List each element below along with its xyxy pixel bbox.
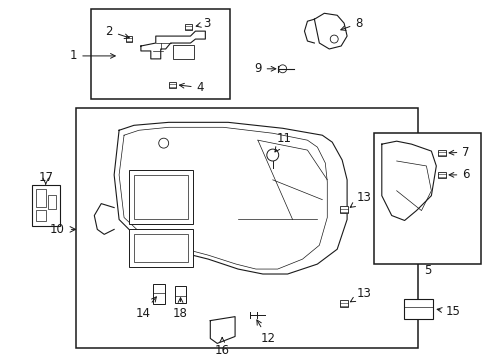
Bar (403, 299, 432, 319)
Text: 10: 10 (49, 223, 64, 236)
Bar (169, 82, 176, 87)
Bar (174, 286, 185, 303)
Bar (172, 45, 194, 59)
Text: 11: 11 (274, 132, 291, 152)
Text: 13: 13 (349, 191, 370, 207)
Bar (129, 170, 193, 224)
Text: 2: 2 (105, 24, 129, 39)
Bar (125, 36, 132, 42)
Bar (134, 234, 188, 262)
Text: 15: 15 (436, 305, 460, 318)
Text: 1: 1 (70, 49, 115, 62)
Bar (36, 210, 46, 221)
Text: 12: 12 (256, 320, 275, 345)
Text: 7: 7 (448, 145, 469, 158)
Text: 14: 14 (135, 297, 156, 320)
Bar (129, 229, 193, 267)
Text: 18: 18 (173, 298, 187, 320)
Text: 3: 3 (196, 17, 211, 30)
Text: 5: 5 (423, 264, 430, 276)
Text: 6: 6 (448, 168, 469, 181)
Text: 17: 17 (38, 171, 53, 184)
Bar (152, 284, 164, 304)
Bar (134, 175, 188, 220)
Bar (36, 189, 46, 207)
Bar (437, 172, 446, 178)
Bar (373, 133, 480, 264)
Text: 9: 9 (254, 62, 275, 75)
Text: 8: 8 (340, 17, 362, 30)
Text: 13: 13 (350, 287, 370, 302)
Bar (340, 300, 347, 307)
Text: 16: 16 (214, 338, 229, 357)
Bar (91, 9, 230, 99)
Bar (437, 150, 446, 156)
Bar (76, 108, 418, 348)
Bar (184, 24, 192, 30)
Text: 4: 4 (179, 81, 203, 94)
Bar (48, 195, 56, 208)
Bar (32, 185, 60, 226)
Bar (340, 206, 347, 213)
